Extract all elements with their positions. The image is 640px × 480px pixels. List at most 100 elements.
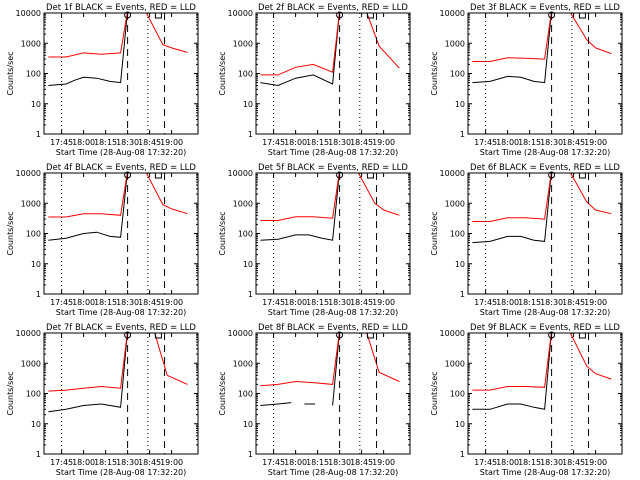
- y-tick-label: 1000: [233, 359, 253, 368]
- y-tick-label: 1: [460, 450, 465, 459]
- x-tick-label: 18:00: [284, 458, 307, 467]
- y-axis-label: Counts/sec: [218, 211, 227, 255]
- x-tick-label: 18:15: [518, 298, 541, 307]
- x-tick-label: 18:45: [350, 458, 373, 467]
- y-tick-label: 1: [460, 130, 465, 139]
- x-axis-label: Start Time (28-Aug-08 17:32:20): [268, 468, 399, 477]
- y-tick-label: 1: [36, 450, 41, 459]
- y-tick-label: 10000: [16, 9, 41, 18]
- y-tick-label: 10: [243, 100, 253, 109]
- x-tick-label: 19:00: [160, 138, 183, 147]
- series-line-events: [260, 333, 340, 406]
- x-tick-label: 17:45: [474, 458, 497, 467]
- x-tick-label: 18:15: [518, 138, 541, 147]
- x-tick-label: 18:30: [540, 138, 563, 147]
- x-axis-label: Start Time (28-Aug-08 17:32:20): [268, 308, 399, 317]
- x-axis-label: Start Time (28-Aug-08 17:32:20): [480, 148, 611, 157]
- y-tick-label: 1000: [445, 199, 465, 208]
- series-line-events: [48, 173, 128, 241]
- event-square-marker: [578, 172, 586, 179]
- panel-7: 1 10 100 1000 10000 17:4518:0018:1518:3018:45…: [6, 323, 199, 477]
- y-tick-label: 1000: [445, 39, 465, 48]
- event-circle-marker: [124, 331, 132, 339]
- event-circle-marker: [548, 171, 556, 179]
- y-tick-label: 100: [26, 230, 41, 239]
- y-tick-label: 1: [36, 130, 41, 139]
- x-tick-label: 17:45: [474, 138, 497, 147]
- x-tick-label: 18:15: [306, 298, 329, 307]
- panel-9: 1 10 100 1000 10000 17:4518:0018:1518:3018:45…: [430, 323, 623, 477]
- x-tick-label: 19:00: [372, 298, 395, 307]
- event-square-marker: [154, 332, 162, 339]
- panel-title: Det 7f BLACK = Events, RED = LLD: [46, 323, 196, 333]
- y-axis-label: Counts/sec: [218, 51, 227, 95]
- x-tick-label: 18:15: [306, 458, 329, 467]
- series-line-lld: [48, 333, 188, 392]
- y-tick-label: 100: [450, 230, 465, 239]
- y-tick-label: 10000: [228, 329, 253, 338]
- x-tick-label: 18:15: [306, 138, 329, 147]
- x-tick-label: 18:30: [328, 138, 351, 147]
- y-tick-label: 100: [26, 390, 41, 399]
- y-tick-label: 10000: [440, 169, 465, 178]
- y-tick-label: 100: [450, 70, 465, 79]
- panel-4: 1 10 100 1000 10000 17:4518:0018:1518:3018:45…: [6, 163, 199, 317]
- event-square-marker: [366, 332, 374, 339]
- x-axis-label: Start Time (28-Aug-08 17:32:20): [56, 308, 187, 317]
- series-line-events: [472, 13, 552, 84]
- series-line-lld: [260, 333, 400, 387]
- y-tick-label: 1000: [21, 199, 41, 208]
- event-circle-marker: [336, 11, 344, 19]
- y-tick-label: 10000: [228, 9, 253, 18]
- x-tick-label: 18:00: [72, 298, 95, 307]
- y-tick-label: 10: [31, 420, 41, 429]
- x-tick-label: 18:45: [350, 298, 373, 307]
- y-axis-label: Counts/sec: [6, 211, 15, 255]
- series-line-lld: [472, 173, 612, 222]
- y-tick-label: 1000: [21, 359, 41, 368]
- event-square-marker: [578, 332, 586, 339]
- x-tick-label: 18:45: [138, 138, 161, 147]
- y-tick-label: 10: [455, 100, 465, 109]
- x-tick-label: 18:15: [94, 458, 117, 467]
- y-axis-label: Counts/sec: [6, 371, 15, 415]
- panel-title: Det 1f BLACK = Events, RED = LLD: [46, 3, 196, 13]
- plot-frame: [255, 332, 411, 455]
- x-tick-label: 17:45: [474, 298, 497, 307]
- event-circle-marker: [548, 11, 556, 19]
- y-axis-label: Counts/sec: [430, 211, 439, 255]
- series-line-events: [472, 173, 552, 244]
- plot-frame: [255, 12, 411, 135]
- x-axis-label: Start Time (28-Aug-08 17:32:20): [56, 468, 187, 477]
- event-square-marker: [154, 12, 162, 19]
- x-tick-label: 17:45: [262, 138, 285, 147]
- y-tick-label: 100: [26, 70, 41, 79]
- y-tick-label: 10000: [228, 169, 253, 178]
- event-circle-marker: [336, 171, 344, 179]
- y-tick-label: 1: [248, 130, 253, 139]
- y-tick-label: 100: [450, 390, 465, 399]
- y-tick-label: 1: [248, 450, 253, 459]
- y-tick-label: 1: [248, 290, 253, 299]
- x-tick-label: 17:45: [50, 138, 73, 147]
- series-line-lld: [48, 173, 188, 218]
- panel-title: Det 5f BLACK = Events, RED = LLD: [258, 163, 408, 173]
- y-tick-label: 10: [31, 260, 41, 269]
- series-line-events: [48, 333, 128, 413]
- x-tick-label: 18:45: [562, 138, 585, 147]
- y-axis-label: Counts/sec: [430, 371, 439, 415]
- event-circle-marker: [548, 331, 556, 339]
- series-line-lld: [472, 13, 612, 62]
- x-tick-label: 17:45: [262, 298, 285, 307]
- event-circle-marker: [336, 331, 344, 339]
- x-tick-label: 18:30: [328, 458, 351, 467]
- panel-1: 1 10 100 1000 10000 17:4518:0018:1518:3018:45…: [6, 3, 199, 157]
- panel-title: Det 9f BLACK = Events, RED = LLD: [470, 323, 620, 333]
- x-tick-label: 18:15: [94, 298, 117, 307]
- x-tick-label: 17:45: [262, 458, 285, 467]
- x-tick-label: 18:30: [328, 298, 351, 307]
- x-tick-label: 19:00: [372, 458, 395, 467]
- x-tick-label: 19:00: [584, 298, 607, 307]
- panel-6: 1 10 100 1000 10000 17:4518:0018:1518:3018:45…: [430, 163, 623, 317]
- y-tick-label: 10: [455, 420, 465, 429]
